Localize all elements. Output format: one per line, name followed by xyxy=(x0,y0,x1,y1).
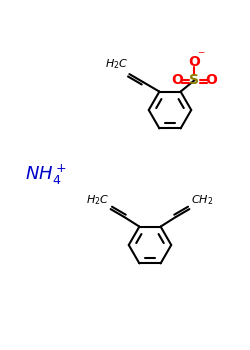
Text: $^-$: $^-$ xyxy=(196,50,206,63)
Text: $H_2C$: $H_2C$ xyxy=(105,57,128,71)
Text: $H_2C$: $H_2C$ xyxy=(86,193,110,206)
Text: $NH_4^+$: $NH_4^+$ xyxy=(25,163,67,187)
Text: S: S xyxy=(190,74,200,88)
Text: O: O xyxy=(172,74,183,88)
Text: O: O xyxy=(206,74,217,88)
Text: $CH_2$: $CH_2$ xyxy=(191,193,213,206)
Text: O: O xyxy=(188,55,200,69)
